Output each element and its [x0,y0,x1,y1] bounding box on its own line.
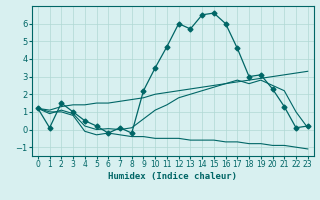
X-axis label: Humidex (Indice chaleur): Humidex (Indice chaleur) [108,172,237,181]
